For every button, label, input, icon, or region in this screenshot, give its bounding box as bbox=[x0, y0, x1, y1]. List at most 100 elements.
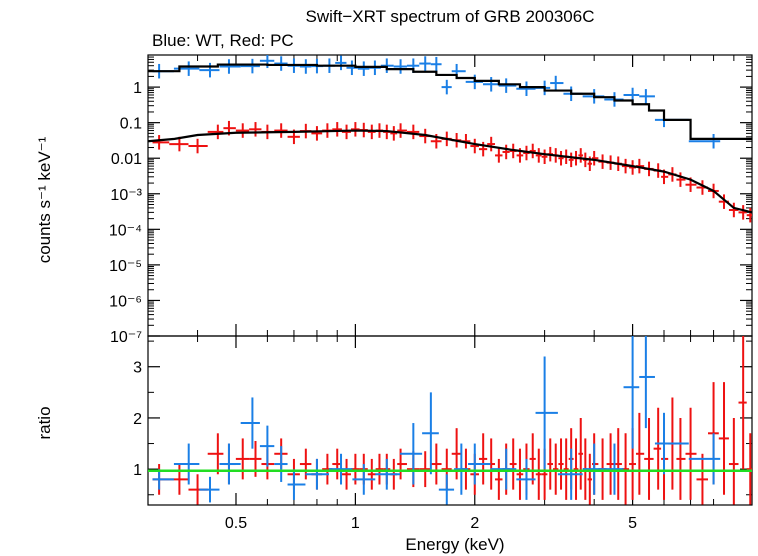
pc-ratio-point bbox=[535, 448, 542, 500]
x-axis-label: Energy (keV) bbox=[405, 535, 504, 554]
pc-point bbox=[332, 122, 342, 137]
wt-ratio-point bbox=[152, 469, 174, 490]
pc-point bbox=[535, 148, 542, 163]
pc-point bbox=[676, 172, 686, 187]
wt-point bbox=[639, 89, 655, 104]
y-tick-label: 10⁻⁵ bbox=[109, 258, 142, 275]
wt-point bbox=[550, 75, 564, 91]
wt-point bbox=[451, 63, 466, 79]
bottom-y-axis-label: ratio bbox=[35, 406, 54, 439]
wt-ratio-point bbox=[438, 474, 455, 505]
pc-point bbox=[249, 122, 262, 137]
pc-ratio-point bbox=[563, 438, 569, 500]
wt-point bbox=[219, 59, 241, 74]
y-tick-label: 10⁻⁴ bbox=[109, 222, 142, 239]
pc-ratio-point bbox=[718, 382, 729, 495]
pc-ratio-point bbox=[558, 438, 564, 490]
y-tick-label: 10⁻⁷ bbox=[110, 329, 142, 346]
pc-ratio-point bbox=[676, 417, 686, 500]
pc-point bbox=[188, 138, 208, 154]
pc-point bbox=[397, 123, 407, 138]
wt-ratio-point bbox=[305, 458, 329, 490]
x-tick-label: 5 bbox=[628, 515, 637, 532]
ratio-panel: 0.5 1 2 5 1 2 3 bbox=[133, 335, 753, 532]
pc-ratio-point bbox=[587, 453, 592, 505]
wt-ratio-point bbox=[654, 412, 689, 475]
wt-ratio-point bbox=[516, 458, 536, 500]
y-tick-label: 10⁻³ bbox=[110, 187, 142, 204]
pc-point bbox=[390, 126, 398, 141]
wt-ratio-point bbox=[468, 443, 491, 485]
pc-point bbox=[746, 207, 752, 223]
pc-ratio-point bbox=[653, 407, 662, 490]
wt-point bbox=[274, 56, 288, 71]
wt-ratio-point bbox=[352, 464, 376, 495]
pc-ratio-point bbox=[573, 438, 579, 500]
pc-model-line bbox=[148, 129, 752, 214]
pc-ratio-point bbox=[728, 417, 739, 505]
wt-point bbox=[380, 58, 394, 73]
wt-ratio-point bbox=[623, 336, 640, 449]
wt-point bbox=[482, 77, 499, 92]
pc-point bbox=[495, 148, 503, 163]
pc-ratio-point bbox=[478, 433, 488, 485]
wt-point bbox=[430, 56, 442, 72]
pc-ratio-point bbox=[606, 433, 615, 495]
wt-ratio-point bbox=[199, 476, 220, 503]
y-tick-label: 2 bbox=[133, 411, 142, 428]
wt-point bbox=[299, 59, 312, 74]
y-tick-label: 1 bbox=[133, 80, 142, 97]
y-tick-label: 1 bbox=[133, 462, 142, 479]
wt-ratio-point bbox=[259, 425, 275, 467]
pc-ratio-point bbox=[635, 412, 645, 495]
wt-point bbox=[173, 61, 200, 76]
wt-point bbox=[419, 56, 431, 71]
pc-ratio-point bbox=[495, 458, 503, 500]
pc-point bbox=[529, 143, 536, 159]
wt-ratio-point bbox=[422, 392, 439, 475]
wt-ratio-point bbox=[173, 443, 200, 485]
pc-point bbox=[470, 138, 479, 154]
pc-ratio-point bbox=[235, 438, 250, 480]
pc-point bbox=[152, 135, 170, 150]
pc-ratio-point bbox=[552, 443, 559, 495]
wt-point bbox=[688, 133, 721, 149]
pc-point bbox=[274, 123, 288, 138]
y-tick-label: 0.1 bbox=[120, 116, 142, 133]
wt-model-line bbox=[148, 63, 752, 140]
wt-point bbox=[357, 61, 370, 76]
wt-ratio-point bbox=[219, 443, 241, 485]
pc-ratio-point bbox=[738, 336, 747, 470]
pc-point bbox=[568, 152, 574, 168]
y-tick-label: 10⁻⁶ bbox=[109, 293, 142, 310]
pc-ratio-point bbox=[746, 433, 752, 505]
chart-subtitle: Blue: WT, Red: PC bbox=[152, 31, 294, 50]
wt-point bbox=[199, 62, 220, 78]
pc-ratio-point bbox=[578, 417, 584, 490]
pc-point bbox=[235, 123, 250, 138]
pc-point bbox=[591, 150, 599, 166]
pc-point bbox=[207, 124, 224, 140]
wt-point bbox=[335, 55, 347, 71]
y-tick-label: 3 bbox=[133, 360, 142, 377]
pc-ratio-point bbox=[430, 443, 442, 485]
pc-point bbox=[311, 126, 323, 141]
wt-point bbox=[240, 58, 260, 74]
wt-ratio-point bbox=[688, 433, 721, 485]
wt-ratio-point bbox=[557, 448, 583, 500]
wt-ratio-point bbox=[639, 336, 655, 429]
wt-ratio-point bbox=[274, 446, 288, 482]
wt-ratio-point bbox=[582, 443, 605, 495]
top-y-axis-label: counts s⁻¹ keV⁻¹ bbox=[35, 136, 54, 263]
wt-point bbox=[498, 78, 517, 93]
pc-ratio-point bbox=[367, 458, 376, 490]
pc-ratio-point bbox=[547, 438, 553, 490]
wt-ratio-point bbox=[604, 443, 624, 495]
pc-ratio-point bbox=[685, 407, 697, 500]
pc-point bbox=[728, 202, 739, 218]
wt-ratio-point bbox=[490, 448, 517, 490]
x-tick-label: 0.5 bbox=[225, 515, 247, 532]
spectrum-data bbox=[148, 55, 752, 223]
pc-point bbox=[169, 136, 189, 152]
pc-point bbox=[558, 150, 564, 166]
